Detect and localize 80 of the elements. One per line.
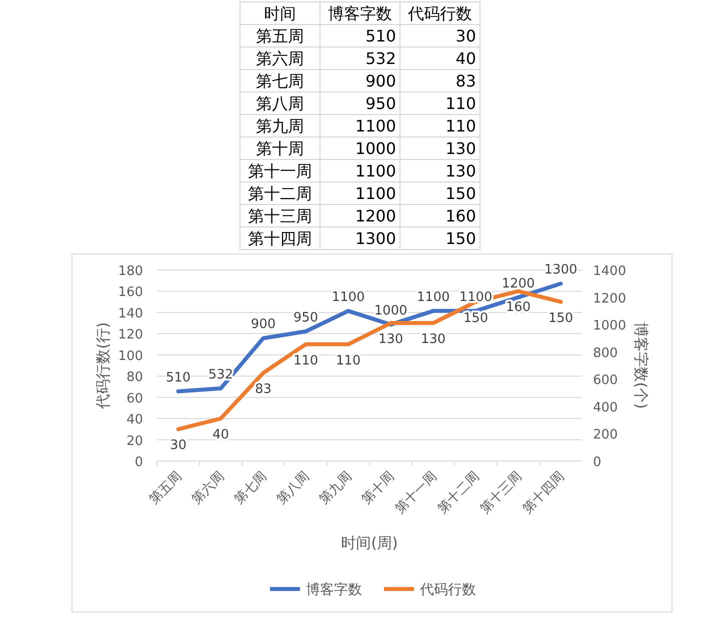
legend-label: 代码行数 [419,582,476,598]
y2-tick-label: 1000 [593,318,626,334]
y-tick-label: 140 [118,306,143,322]
data-label: 30 [170,438,187,454]
category-label: 第五周 [256,26,304,46]
legend-label: 博客字数 [328,4,392,23]
x-tick-label: 第九周 [316,469,356,508]
data-label: 130 [378,332,404,348]
category-label: 第六周 [256,49,304,68]
y-tick-label: 180 [118,264,143,279]
category-label: 第十二周 [248,184,312,203]
data-label: 150 [445,229,476,248]
y-tick-label: 160 [118,285,143,300]
data-label: 1200 [355,206,396,226]
data-label: 83 [456,72,476,90]
y-axis-title: 代码行数(行) [94,322,112,410]
y-tick-label: 80 [126,370,143,386]
y2-axis-title: 博客字数(个) [632,322,650,409]
category-label: 第八周 [256,94,304,113]
data-label: 40 [456,49,476,68]
y-tick-label: 60 [126,391,143,406]
text: 时间 [264,4,296,23]
x-tick-label: 第五周 [146,469,186,508]
data-label: 130 [420,332,446,348]
category-label: 第十三周 [248,206,312,226]
data-label: 1100 [416,290,450,305]
data-label: 900 [365,72,396,90]
data-label: 1100 [459,290,492,305]
data-label: 510 [166,370,191,386]
category-label: 第十四周 [248,229,312,248]
y2-tick-label: 0 [593,455,602,470]
data-label: 150 [548,310,574,326]
data-label: 1100 [332,290,365,305]
data-label: 1200 [502,276,535,292]
data-label: 1100 [355,162,396,180]
data-label: 1300 [544,262,578,278]
data-label: 510 [365,26,396,46]
legend-label: 博客字数 [306,582,362,598]
y2-tick-label: 1200 [593,291,626,306]
data-label: 160 [445,206,476,226]
data-label: 110 [336,353,361,368]
data-label: 900 [250,317,276,332]
category-label: 第九周 [256,116,304,136]
y2-tick-label: 600 [593,373,618,388]
data-label: 110 [293,353,318,368]
data-label: 950 [293,310,318,326]
y-tick-label: 100 [118,348,143,364]
data-label: 150 [445,184,476,203]
y2-tick-label: 400 [593,400,618,416]
category-label: 第十周 [256,139,304,158]
y2-tick-label: 200 [593,428,618,443]
y2-tick-label: 800 [593,346,618,361]
legend-label: 代码行数 [407,4,472,23]
data-label: 30 [456,26,476,46]
y-tick-label: 0 [134,455,143,470]
y-tick-label: 40 [126,412,143,428]
data-label: 160 [506,300,531,316]
data-label: 130 [445,139,476,158]
data-label: 532 [365,49,396,68]
data-label: 1000 [374,304,408,319]
data-label: 1100 [355,116,396,136]
data-label: 130 [445,162,476,180]
category-label: 第十一周 [248,162,312,180]
y-tick-label: 120 [118,328,143,343]
x-tick-label: 第七周 [232,469,270,508]
y2-tick-label: 1400 [593,264,626,279]
x-tick-label: 第六周 [189,469,228,508]
data-label: 1000 [355,139,396,158]
data-label: 110 [445,94,476,113]
data-label: 150 [463,310,488,326]
data-label: 1100 [355,184,396,203]
category-label: 第七周 [256,72,304,90]
y-tick-label: 20 [126,434,143,449]
data-label: 40 [212,428,230,443]
x-tick-label: 第八周 [274,469,313,508]
x-axis-title: 时间(周) [341,534,398,552]
data-label: 1300 [355,229,396,248]
data-label: 950 [365,94,396,113]
data-label: 110 [445,116,476,136]
data-label: 83 [254,382,272,397]
